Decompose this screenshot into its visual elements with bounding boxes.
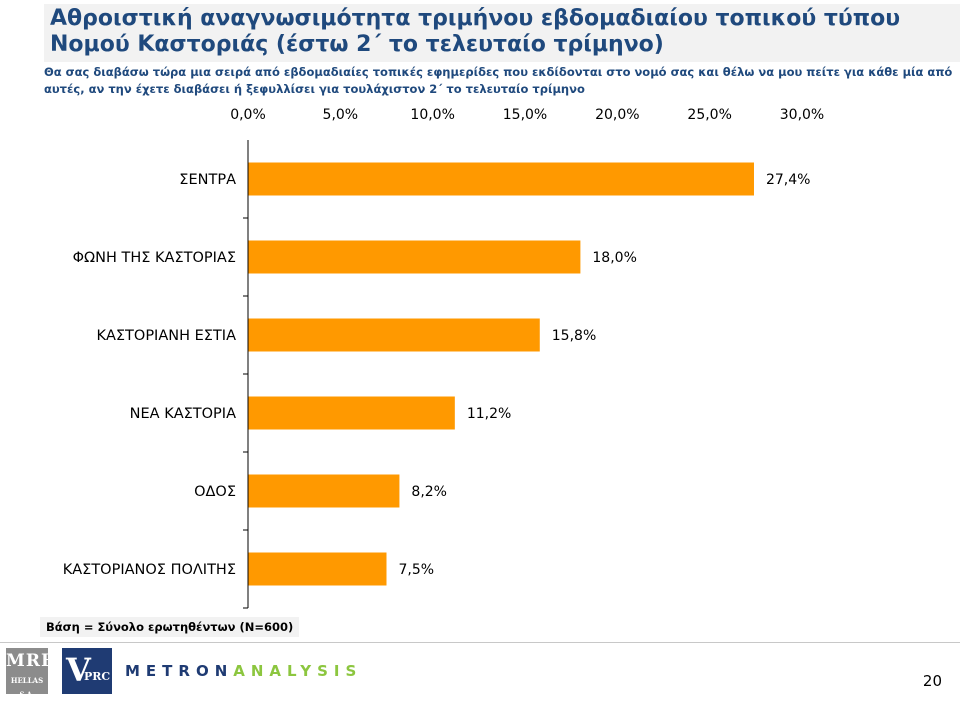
data-label: 7,5% [399, 562, 435, 578]
mrb-logo: MRB HELLAS S.A. [6, 648, 57, 699]
x-tick-label: 0,0% [230, 107, 266, 123]
metron-logo-part1: METRON [125, 662, 234, 680]
question-text: Θα σας διαβάσω τώρα μια σειρά από εβδομα… [44, 65, 953, 96]
base-note: Βάση = Σύνολο ερωτηθέντων (Ν=600) [40, 617, 300, 637]
x-tick-label: 15,0% [503, 107, 547, 123]
bar [248, 396, 455, 430]
footer-divider [0, 642, 960, 643]
category-label: ΚΑΣΤΟΡΙΑΝΟΣ ΠΟΛΙΤΗΣ [63, 562, 236, 578]
category-label: ΦΩΝΗ ΤΗΣ ΚΑΣΤΟΡΙΑΣ [73, 250, 236, 266]
vprc-logo-v: V [66, 651, 91, 689]
slide-title: Αθροιστική αναγνωσιμότητα τριμήνου εβδομ… [50, 6, 901, 57]
x-tick-label: 25,0% [687, 107, 731, 123]
vprc-logo-prc: PRC [84, 670, 111, 683]
bar [248, 240, 581, 274]
bar [248, 474, 400, 508]
bar [248, 318, 540, 352]
data-label: 27,4% [766, 172, 810, 188]
title-box [44, 4, 960, 62]
bar [248, 162, 754, 196]
category-label: ΝΕΑ ΚΑΣΤΟΡΙΑ [130, 406, 236, 422]
data-label: 15,8% [552, 328, 596, 344]
x-tick-label: 20,0% [595, 107, 639, 123]
category-label: ΣΕΝΤΡΑ [179, 172, 236, 188]
vprc-logo: V PRC [62, 648, 112, 694]
page-number: 20 [922, 672, 942, 690]
mrb-logo-subtext: HELLAS S.A. [10, 676, 44, 699]
bar-chart: 0,0% 5,0% 10,0% 15,0% 20,0% 25,0% 30,0% 27,4% 1… [63, 107, 824, 609]
x-tick-label: 30,0% [780, 107, 824, 123]
x-tick-label: 10,0% [410, 107, 454, 123]
x-axis-ticks: 0,0% 5,0% 10,0% 15,0% 20,0% 25,0% 30,0% [230, 107, 824, 123]
data-label: 8,2% [411, 484, 447, 500]
category-labels: ΣΕΝΤΡΑ ΦΩΝΗ ΤΗΣ ΚΑΣΤΟΡΙΑΣ ΚΑΣΤΟΡΙΑΝΗ ΕΣΤΙΑ… [63, 172, 236, 578]
x-tick-label: 5,0% [323, 107, 359, 123]
category-label: ΟΔΟΣ [194, 484, 236, 500]
bar [248, 552, 387, 586]
mrb-logo-text: MRB [6, 651, 57, 671]
metron-logo-part2: ANALYSIS [233, 662, 363, 680]
category-label: ΚΑΣΤΟΡΙΑΝΗ ΕΣΤΙΑ [96, 328, 236, 344]
data-label: 11,2% [467, 406, 511, 422]
bars: 27,4% 18,0% 15,8% 11,2% 8,2% 7,5% [243, 162, 810, 609]
data-label: 18,0% [592, 250, 636, 266]
metron-analysis-logo: METRONANALYSIS [125, 662, 362, 680]
